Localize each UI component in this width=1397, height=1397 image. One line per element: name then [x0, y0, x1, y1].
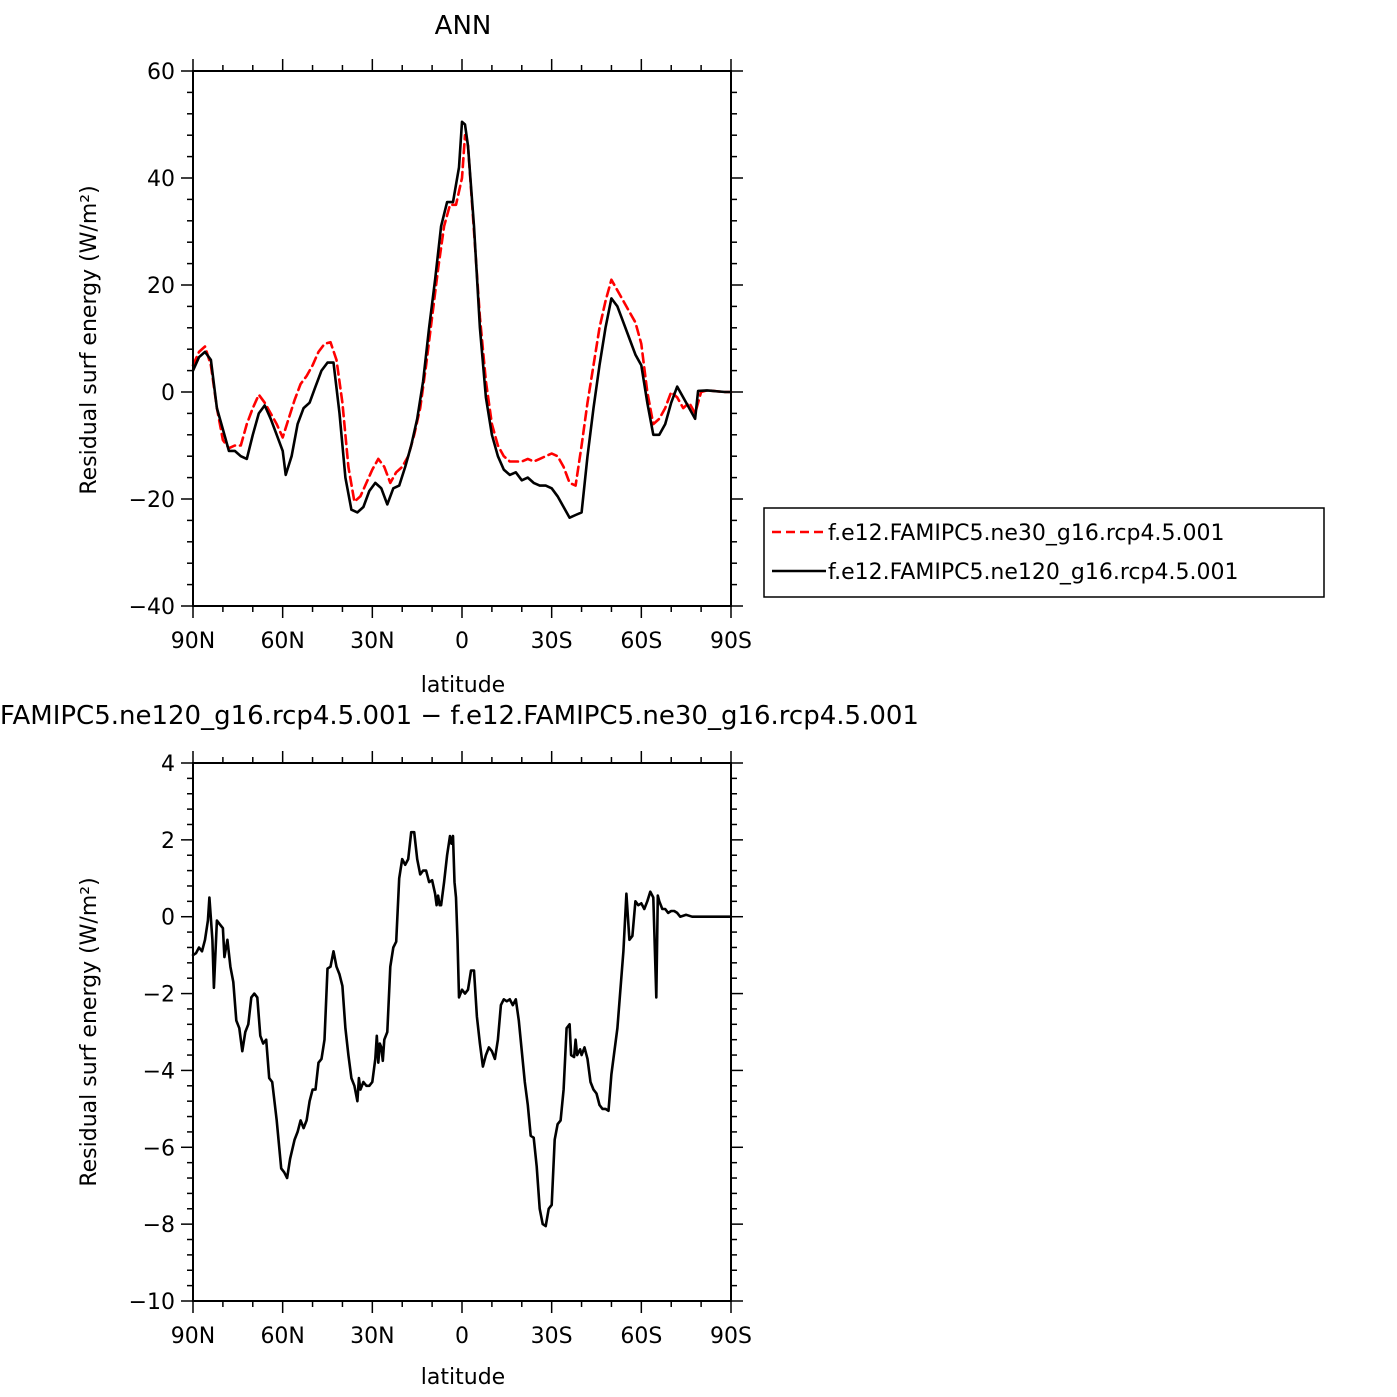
x-tick-label: 30N — [350, 1324, 394, 1349]
top-panel-ylabel: Residual surf energy (W/m²) — [77, 185, 102, 494]
top-panel: ANN Residual surf energy (W/m²) latitude… — [77, 11, 752, 698]
y-tick-label: 40 — [147, 167, 175, 192]
x-tick-label: 60S — [620, 1324, 662, 1349]
bottom-panel-xlabel: latitude — [421, 1365, 505, 1390]
bottom-panel: f.e12.FAMIPC5.ne120_g16.rcp4.5.001 − f.e… — [0, 701, 919, 1390]
y-tick-label: 60 — [147, 60, 175, 85]
series-line-a — [191, 133, 733, 503]
x-tick-label: 30S — [531, 1324, 573, 1349]
y-tick-label: 4 — [161, 752, 175, 777]
x-tick-label: 90N — [171, 629, 215, 654]
y-tick-label: −10 — [129, 1290, 175, 1315]
legend: f.e12.FAMIPC5.ne30_g16.rcp4.5.001 f.e12.… — [763, 507, 1325, 598]
y-tick-label: 20 — [147, 274, 175, 299]
x-tick-label: 30S — [531, 629, 573, 654]
legend-label-ne30: f.e12.FAMIPC5.ne30_g16.rcp4.5.001 — [828, 521, 1224, 546]
x-tick-label: 60N — [260, 629, 304, 654]
x-tick-label: 90S — [710, 629, 752, 654]
x-tick-label: 0 — [455, 1324, 469, 1349]
x-tick-label: 60N — [260, 1324, 304, 1349]
legend-label-ne120: f.e12.FAMIPC5.ne120_g16.rcp4.5.001 — [828, 560, 1238, 585]
y-tick-label: −6 — [143, 1136, 175, 1161]
y-tick-label: −8 — [143, 1213, 175, 1238]
x-tick-label: 60S — [620, 629, 662, 654]
y-tick-label: 2 — [161, 829, 175, 854]
x-tick-label: 30N — [350, 629, 394, 654]
x-tick-label: 90S — [710, 1324, 752, 1349]
legend-box — [763, 507, 1325, 598]
series-line-b — [191, 120, 733, 519]
bottom-panel-plot-frame — [192, 762, 732, 1302]
x-tick-label: 90N — [171, 1324, 215, 1349]
y-tick-label: −20 — [129, 488, 175, 513]
series-line-a — [191, 830, 733, 1228]
y-tick-label: −40 — [129, 595, 175, 620]
y-tick-label: −4 — [143, 1059, 175, 1084]
bottom-panel-title: f.e12.FAMIPC5.ne120_g16.rcp4.5.001 − f.e… — [0, 701, 919, 731]
x-tick-label: 0 — [455, 629, 469, 654]
bottom-panel-ylabel: Residual surf energy (W/m²) — [77, 877, 102, 1186]
y-tick-label: 0 — [161, 906, 175, 931]
y-tick-label: −2 — [143, 983, 175, 1008]
top-panel-title: ANN — [435, 11, 492, 41]
y-tick-label: 0 — [161, 381, 175, 406]
top-panel-plot-frame — [192, 70, 732, 607]
top-panel-xlabel: latitude — [421, 673, 505, 698]
